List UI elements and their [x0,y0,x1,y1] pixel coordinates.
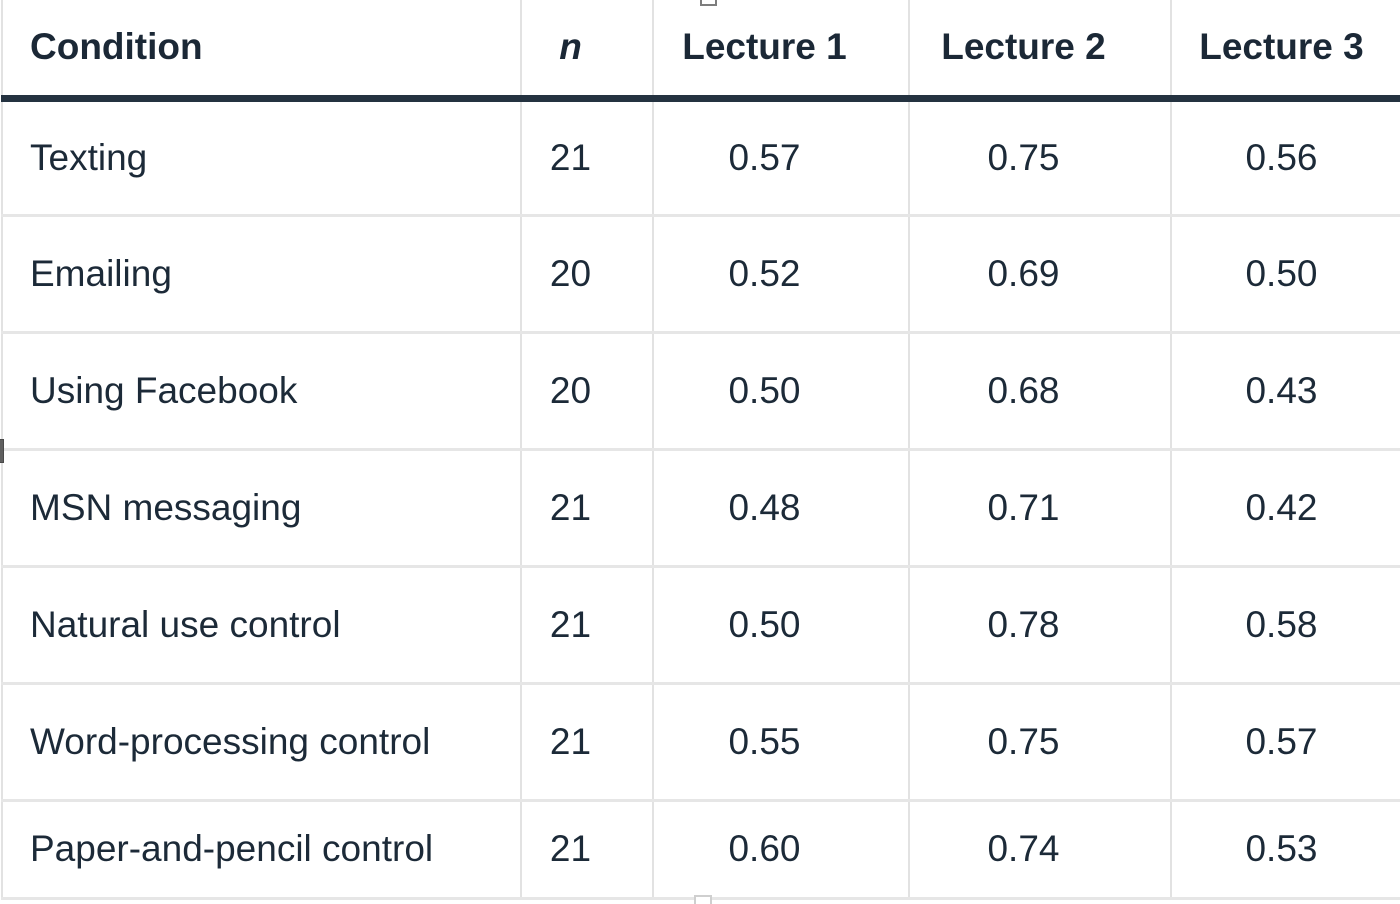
cell-n: 21 [521,566,654,685]
cell-lecture3: 0.53 [1171,800,1400,900]
table-resize-handle-top[interactable] [700,0,717,6]
cell-condition: MSN messaging [1,449,522,568]
cell-lecture1: 0.55 [653,683,910,802]
cell-lecture1: 0.50 [653,566,910,685]
table-resize-handle-left[interactable] [0,439,4,463]
cell-condition: Emailing [1,215,522,334]
cell-lecture3: 0.42 [1171,449,1400,568]
cell-lecture3: 0.56 [1171,98,1400,217]
header-row: Condition n Lecture 1 Lecture 2 Lecture … [1,0,1400,102]
table-row: Natural use control 21 0.50 0.78 0.58 [1,566,1400,685]
cell-lecture2: 0.75 [909,683,1172,802]
table-row: Emailing 20 0.52 0.69 0.50 [1,215,1400,334]
cell-n: 21 [521,683,654,802]
cell-condition: Word-processing control [1,683,522,802]
cell-lecture1: 0.48 [653,449,910,568]
cell-lecture3: 0.43 [1171,332,1400,451]
column-header-lecture-1: Lecture 1 [653,0,910,102]
table-resize-handle-bottom[interactable] [694,895,712,904]
column-header-n: n [521,0,654,102]
cell-condition: Using Facebook [1,332,522,451]
cell-lecture3: 0.58 [1171,566,1400,685]
cell-lecture2: 0.68 [909,332,1172,451]
cell-lecture3: 0.57 [1171,683,1400,802]
table-row: Word-processing control 21 0.55 0.75 0.57 [1,683,1400,802]
cell-n: 21 [521,98,654,217]
table-row: MSN messaging 21 0.48 0.71 0.42 [1,449,1400,568]
cell-lecture1: 0.60 [653,800,910,900]
cell-condition: Natural use control [1,566,522,685]
column-header-condition: Condition [1,0,522,102]
cell-lecture2: 0.75 [909,98,1172,217]
table-row: Paper-and-pencil control 21 0.60 0.74 0.53 [1,800,1400,900]
cell-lecture1: 0.57 [653,98,910,217]
cell-condition: Paper-and-pencil control [1,800,522,900]
cell-lecture2: 0.74 [909,800,1172,900]
cell-n: 20 [521,215,654,334]
cell-n: 21 [521,449,654,568]
cell-condition: Texting [1,98,522,217]
table-row: Using Facebook 20 0.50 0.68 0.43 [1,332,1400,451]
column-header-lecture-2: Lecture 2 [909,0,1172,102]
cell-lecture1: 0.50 [653,332,910,451]
cell-lecture2: 0.78 [909,566,1172,685]
cell-n: 21 [521,800,654,900]
column-header-lecture-3: Lecture 3 [1171,0,1400,102]
cell-lecture2: 0.69 [909,215,1172,334]
table-row: Texting 21 0.57 0.75 0.56 [1,98,1400,217]
cell-lecture3: 0.50 [1171,215,1400,334]
cell-n: 20 [521,332,654,451]
cell-lecture2: 0.71 [909,449,1172,568]
cell-lecture1: 0.52 [653,215,910,334]
table-body: Texting 21 0.57 0.75 0.56 Emailing 20 0.52 0.69 0… [1,98,1400,900]
